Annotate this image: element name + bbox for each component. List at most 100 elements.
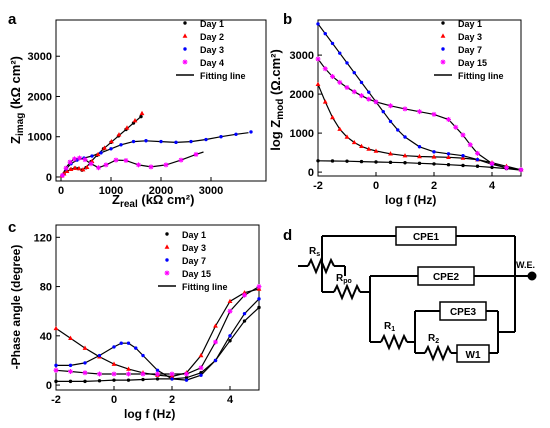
data-point-day-15 [504, 165, 509, 171]
data-point-day-3 [431, 154, 437, 159]
legend-marker [182, 33, 188, 38]
data-point-day-1 [126, 378, 131, 382]
data-point-day-3 [373, 148, 379, 153]
data-point-day-7 [403, 135, 407, 139]
x-tick-label: 3000 [199, 185, 223, 197]
legend-marker [441, 47, 445, 51]
data-point-day-7 [213, 358, 218, 363]
panel-b-label: b [283, 11, 292, 28]
data-point-day-7 [54, 363, 58, 368]
data-point-day-2 [95, 151, 101, 157]
data-point-day-3 [198, 352, 204, 358]
data-point-day-1 [388, 160, 393, 165]
data-point-day-1 [83, 379, 87, 384]
data-point-day-1 [359, 159, 364, 164]
legend-label: Day 2 [200, 32, 224, 42]
data-point-day-15 [402, 106, 408, 112]
data-point-day-3 [402, 153, 408, 158]
data-point-day-15 [68, 369, 73, 375]
data-point-day-3 [446, 154, 451, 159]
data-point-day-7 [68, 363, 73, 368]
data-point-day-2 [64, 168, 70, 174]
legend-marker [441, 21, 445, 25]
w1-box [456, 344, 490, 363]
data-point-day-4 [113, 157, 119, 163]
panel-b-series [315, 22, 524, 173]
data-point-day-7 [381, 109, 385, 114]
data-point-day-3 [366, 146, 372, 151]
data-point-day-3 [99, 151, 103, 155]
panel-a-legend: Day 1 Day 2 Day 3 Day 4 Fitting line [176, 19, 246, 81]
panel-a-y-axis-label: Zimag (kΩ cm²) [8, 56, 26, 144]
panel-c-phase-angle-plot: 0 40 80 120 -2 0 2 4 Day 1 Day 3 Day 7 Day 15 Fitt… [9, 224, 262, 421]
data-point-day-7 [134, 346, 138, 350]
data-point-day-3 [111, 361, 117, 366]
data-point-day-3 [213, 323, 218, 328]
fitting-line [60, 151, 204, 178]
data-point-day-1 [54, 379, 58, 384]
data-point-day-15 [475, 150, 480, 156]
data-point-day-15 [489, 161, 495, 167]
legend-label: Day 15 [458, 58, 487, 68]
data-point-day-3 [119, 143, 123, 147]
data-point-day-15 [453, 124, 459, 130]
data-point-day-1 [374, 160, 378, 164]
label-rs: Rs [309, 246, 320, 258]
panel-c-y-axis-label: -Phase angle (degree) [9, 245, 23, 370]
data-point-day-15 [256, 284, 262, 290]
x-tick-label: 4 [227, 394, 234, 406]
label-r1: R1 [384, 321, 395, 333]
data-point-day-3 [90, 154, 94, 158]
data-point-day-2 [76, 165, 82, 171]
data-point-day-7 [228, 334, 232, 338]
data-point-day-7 [388, 119, 393, 124]
panel-a-x-axis-label: Zreal (kΩ cm²) [112, 192, 194, 210]
legend-marker [182, 59, 188, 65]
legend-label: Day 4 [200, 58, 224, 68]
data-point-day-15 [97, 371, 102, 377]
panel-b-y-axis-label: log Zmod (Ω.cm²) [268, 49, 286, 151]
label-working-electrode: W.E. [516, 260, 535, 270]
data-point-day-3 [159, 139, 163, 144]
y-tick-label: 40 [40, 331, 52, 343]
data-point-day-7 [184, 378, 189, 382]
legend-marker [165, 232, 169, 236]
panel-c-legend: Day 1 Day 3 Day 7 Day 15 Fitting line [158, 230, 228, 292]
data-point-day-15 [417, 109, 422, 115]
data-point-day-3 [330, 114, 335, 120]
y-tick-label: 2000 [28, 91, 52, 103]
y-tick-label: 80 [40, 282, 52, 294]
data-point-day-1 [141, 377, 145, 382]
data-point-day-4 [193, 151, 199, 157]
data-point-day-3 [204, 137, 208, 142]
data-point-day-2 [132, 118, 138, 123]
resistor-rpo [333, 283, 361, 301]
data-point-day-1 [316, 159, 320, 163]
data-point-day-4 [77, 155, 82, 161]
label-rpo: Rpo [336, 273, 352, 285]
data-point-day-15 [111, 371, 117, 377]
data-point-day-7 [316, 22, 320, 26]
data-point-day-7 [417, 145, 422, 149]
data-point-day-3 [351, 139, 357, 145]
data-point-day-7 [338, 51, 342, 55]
data-point-day-3 [189, 139, 193, 144]
data-point-day-15 [242, 292, 247, 298]
data-point-day-3 [109, 147, 113, 151]
data-point-day-2 [139, 110, 145, 116]
data-point-day-7 [199, 373, 203, 377]
data-point-day-2 [72, 165, 78, 170]
x-tick-label: 2 [169, 394, 175, 406]
data-point-day-3 [322, 99, 328, 104]
legend-marker [183, 21, 187, 25]
data-point-day-4 [136, 162, 141, 168]
y-tick-label: 0 [308, 167, 314, 179]
resistor-r1 [380, 333, 408, 351]
y-tick-label: 1000 [28, 132, 52, 144]
data-point-day-1 [112, 378, 116, 382]
panel-d-label: d [283, 227, 292, 244]
panel-b-y-ticks: 0 1000 2000 3000 [290, 50, 322, 179]
data-point-day-3 [460, 155, 466, 160]
